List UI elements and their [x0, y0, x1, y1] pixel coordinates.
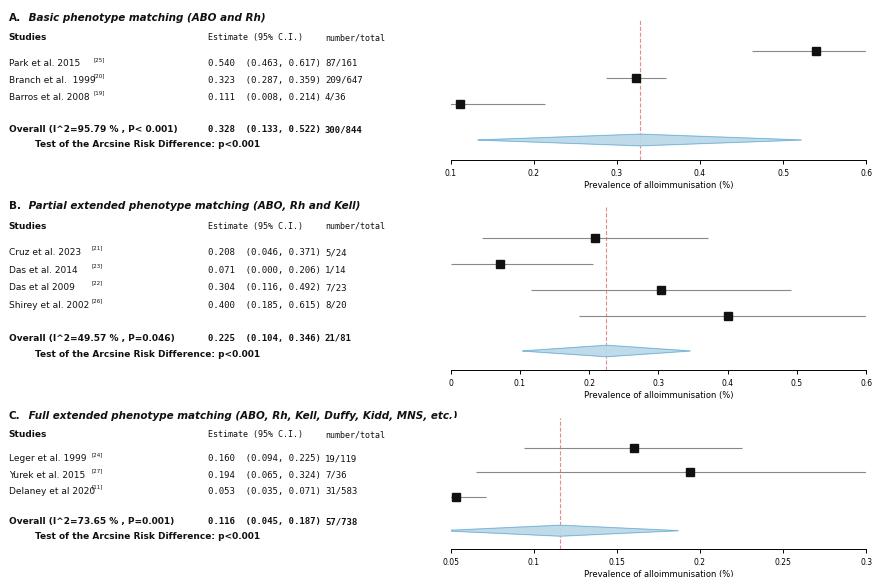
Text: [22]: [22] — [91, 281, 102, 286]
Text: 0.111  (0.008, 0.214): 0.111 (0.008, 0.214) — [208, 93, 321, 102]
Text: Studies: Studies — [9, 430, 47, 439]
Text: 0.208  (0.046, 0.371): 0.208 (0.046, 0.371) — [208, 248, 321, 257]
Text: [27]: [27] — [91, 469, 102, 474]
Text: C.: C. — [9, 411, 20, 421]
Text: 21/81: 21/81 — [325, 334, 352, 343]
Text: Das et al 2009: Das et al 2009 — [9, 283, 74, 292]
Text: 0.116  (0.045, 0.187): 0.116 (0.045, 0.187) — [208, 518, 321, 526]
Text: Yurek et al. 2015: Yurek et al. 2015 — [9, 471, 85, 479]
Text: Delaney et al 2020: Delaney et al 2020 — [9, 487, 94, 496]
Text: 0.160  (0.094, 0.225): 0.160 (0.094, 0.225) — [208, 455, 321, 463]
Text: Studies: Studies — [9, 33, 47, 43]
Text: Estimate (95% C.I.): Estimate (95% C.I.) — [208, 33, 303, 43]
Text: Overall (I^2=95.79 % , P< 0.001): Overall (I^2=95.79 % , P< 0.001) — [9, 125, 178, 134]
Text: Shirey et al. 2002: Shirey et al. 2002 — [9, 301, 89, 310]
Text: 19/119: 19/119 — [325, 455, 357, 463]
Text: Studies: Studies — [9, 222, 47, 231]
Text: Branch et al.  1999: Branch et al. 1999 — [9, 76, 95, 85]
Text: Estimate (95% C.I.): Estimate (95% C.I.) — [208, 222, 303, 231]
Text: 0.194  (0.065, 0.324): 0.194 (0.065, 0.324) — [208, 471, 321, 479]
Text: 0.323  (0.287, 0.359): 0.323 (0.287, 0.359) — [208, 76, 321, 85]
Text: Full extended phenotype matching (ABO, Rh, Kell, Duffy, Kidd, MNS, etc.): Full extended phenotype matching (ABO, R… — [25, 411, 458, 421]
Text: [11]: [11] — [91, 485, 102, 490]
Text: Basic phenotype matching (ABO and Rh): Basic phenotype matching (ABO and Rh) — [25, 13, 266, 23]
Polygon shape — [443, 525, 678, 536]
X-axis label: Prevalence of alloimmunisation (%): Prevalence of alloimmunisation (%) — [584, 570, 733, 577]
Text: [23]: [23] — [91, 263, 102, 268]
Text: 7/36: 7/36 — [325, 471, 346, 479]
Text: B.: B. — [9, 201, 21, 211]
Text: 4/36: 4/36 — [325, 93, 346, 102]
Text: 8/20: 8/20 — [325, 301, 346, 310]
Text: 57/738: 57/738 — [325, 518, 357, 526]
Text: Barros et al. 2008: Barros et al. 2008 — [9, 93, 89, 102]
Text: Overall (I^2=49.57 % , P=0.046): Overall (I^2=49.57 % , P=0.046) — [9, 334, 174, 343]
Text: Test of the Arcsine Risk Difference: p<0.001: Test of the Arcsine Risk Difference: p<0… — [35, 140, 260, 149]
Polygon shape — [522, 345, 690, 357]
Text: Partial extended phenotype matching (ABO, Rh and Kell): Partial extended phenotype matching (ABO… — [25, 201, 360, 211]
Text: 0.304  (0.116, 0.492): 0.304 (0.116, 0.492) — [208, 283, 321, 292]
Text: 0.071  (0.000, 0.206): 0.071 (0.000, 0.206) — [208, 265, 321, 275]
Text: 0.053  (0.035, 0.071): 0.053 (0.035, 0.071) — [208, 487, 321, 496]
X-axis label: Prevalence of alloimmunisation (%): Prevalence of alloimmunisation (%) — [584, 391, 733, 400]
Text: number/total: number/total — [325, 33, 385, 43]
Text: 0.225  (0.104, 0.346): 0.225 (0.104, 0.346) — [208, 334, 321, 343]
Text: [19]: [19] — [94, 91, 105, 96]
Text: [24]: [24] — [91, 452, 102, 458]
Text: 0.400  (0.185, 0.615): 0.400 (0.185, 0.615) — [208, 301, 321, 310]
Text: [26]: [26] — [91, 298, 102, 304]
Text: number/total: number/total — [325, 222, 385, 231]
Text: number/total: number/total — [325, 430, 385, 439]
Text: 0.328  (0.133, 0.522): 0.328 (0.133, 0.522) — [208, 125, 321, 134]
Text: Test of the Arcsine Risk Difference: p<0.001: Test of the Arcsine Risk Difference: p<0… — [35, 350, 260, 359]
Text: Estimate (95% C.I.): Estimate (95% C.I.) — [208, 430, 303, 439]
Text: [25]: [25] — [94, 57, 105, 62]
Text: Park et al. 2015: Park et al. 2015 — [9, 59, 80, 68]
Text: 31/583: 31/583 — [325, 487, 357, 496]
Text: 87/161: 87/161 — [325, 59, 357, 68]
Text: [20]: [20] — [94, 74, 105, 79]
Text: Test of the Arcsine Risk Difference: p<0.001: Test of the Arcsine Risk Difference: p<0… — [35, 532, 260, 541]
Text: 1/14: 1/14 — [325, 265, 346, 275]
Text: 5/24: 5/24 — [325, 248, 346, 257]
Text: 0.540  (0.463, 0.617): 0.540 (0.463, 0.617) — [208, 59, 321, 68]
X-axis label: Prevalence of alloimmunisation (%): Prevalence of alloimmunisation (%) — [584, 181, 733, 190]
Text: [21]: [21] — [91, 246, 102, 251]
Text: 209/647: 209/647 — [325, 76, 362, 85]
Text: Overall (I^2=73.65 % , P=0.001): Overall (I^2=73.65 % , P=0.001) — [9, 518, 174, 526]
Text: 300/844: 300/844 — [325, 125, 362, 134]
Text: Leger et al. 1999: Leger et al. 1999 — [9, 455, 87, 463]
Text: Das et al. 2014: Das et al. 2014 — [9, 265, 77, 275]
Text: 7/23: 7/23 — [325, 283, 346, 292]
Text: Cruz et al. 2023: Cruz et al. 2023 — [9, 248, 80, 257]
Polygon shape — [478, 134, 802, 146]
Text: A.: A. — [9, 13, 21, 23]
